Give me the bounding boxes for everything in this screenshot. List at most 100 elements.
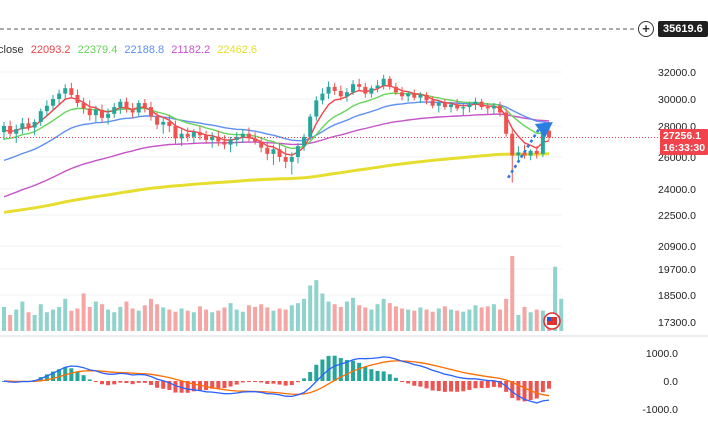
flag-icon-canton (547, 317, 551, 321)
macd-histogram-bar (381, 371, 386, 381)
candle-body (69, 88, 74, 95)
volume-bar (32, 314, 37, 331)
price-tick-label: 18500.0 (658, 290, 696, 302)
macd-histogram-bar (387, 374, 392, 381)
volume-bar (69, 310, 74, 331)
macd-histogram-bar (191, 381, 196, 392)
candle-body (197, 132, 202, 136)
volume-bar (124, 301, 129, 331)
candle-body (271, 149, 276, 154)
macd-histogram-bar (124, 381, 129, 384)
last-price: 27256.1 (663, 130, 701, 142)
volume-bar (467, 309, 472, 331)
volume-bar (289, 305, 294, 331)
candle-body (222, 141, 227, 145)
macd-histogram-bar (210, 381, 215, 389)
candle-body (26, 123, 31, 128)
ema-long-line (3, 113, 550, 198)
macd-histogram-bar (308, 371, 313, 381)
volume-bar (44, 312, 49, 331)
candle-body (424, 94, 429, 101)
volume-bar (93, 301, 98, 331)
candle-body (295, 146, 300, 157)
macd-histogram-bar (216, 381, 221, 389)
price-tick-label: 17300.0 (658, 317, 696, 329)
candle-body (2, 126, 6, 133)
macd-histogram-bar (265, 381, 270, 384)
candle-body (253, 138, 258, 142)
volume-bar (363, 307, 368, 331)
macd-histogram-bar (442, 381, 447, 392)
volume-bar (246, 305, 251, 331)
volume-bar (522, 306, 527, 331)
volume-bar (8, 314, 13, 331)
macd-histogram-bar (436, 381, 441, 392)
candle-body (510, 133, 515, 156)
volume-bar (351, 297, 356, 331)
candle-body (283, 157, 288, 162)
macd-histogram-bar (57, 369, 62, 381)
candle-body (351, 84, 356, 93)
candle-body (393, 86, 398, 93)
volume-bar (185, 310, 190, 331)
candle-body (57, 93, 62, 99)
macd-histogram-bar (498, 381, 503, 388)
candle-body (442, 103, 447, 108)
volume-bar (228, 303, 233, 331)
macd-histogram-bar (400, 381, 405, 382)
ema-lines (3, 84, 550, 214)
macd-histogram-bar (369, 369, 374, 381)
macd-histogram-bar (320, 359, 325, 381)
macd-histogram-bar (430, 381, 435, 391)
volume-bar (136, 310, 141, 331)
candle-body (179, 133, 184, 139)
candle-body (99, 109, 104, 118)
candle-body (130, 108, 135, 113)
volume-bar (344, 301, 349, 331)
candle-body (240, 133, 245, 137)
candle-body (320, 93, 325, 101)
candle-body (161, 121, 166, 125)
volume-bar (455, 310, 460, 331)
candle-body (540, 130, 545, 154)
volume-bar (332, 304, 337, 331)
macd-histogram-bar (491, 381, 496, 387)
price-tick-label: 22500.0 (658, 210, 696, 222)
volume-bar (473, 305, 478, 331)
candle-body (522, 152, 527, 156)
candle-body (167, 121, 172, 126)
price-tick-label: 26000.0 (658, 152, 696, 164)
legend-value-ema-200: 22462.6 (217, 44, 258, 56)
candle-body (430, 100, 435, 106)
legend-value-ema-long: 21182.2 (171, 44, 211, 56)
macd-histogram-bar (467, 381, 472, 390)
volume-bar (412, 310, 417, 331)
candle-body (491, 105, 496, 109)
plus-circle-icon[interactable]: + (638, 21, 654, 37)
candle-body (418, 94, 423, 98)
candle-body (136, 103, 141, 113)
price-axis[interactable]: 32000.030000.028000.026000.024000.022500… (642, 67, 696, 416)
macd-histogram-bar (357, 362, 362, 381)
candle-body (449, 104, 454, 108)
macd-line (3, 356, 550, 404)
candle-body (387, 78, 392, 87)
macd-histogram-bar (167, 381, 172, 390)
volume-bar (204, 309, 209, 331)
candle-body (118, 101, 123, 108)
volume-bar (461, 311, 466, 331)
candle-body (369, 88, 374, 94)
countdown: 16:33:30 (663, 142, 706, 154)
macd-histogram-bar (412, 381, 417, 386)
candle-body (314, 100, 319, 117)
macd-histogram-bar (75, 371, 80, 381)
macd-histogram-bar (259, 381, 264, 383)
volume-bar (265, 307, 270, 331)
price-tick-label: 30000.0 (658, 94, 696, 106)
macd-histogram-bar (406, 381, 411, 384)
macd-histogram-bar (253, 381, 258, 382)
candle-body (210, 136, 215, 140)
crosshair-price-label: + 35619.6 (638, 20, 708, 38)
macd-histogram-bar (173, 381, 178, 393)
